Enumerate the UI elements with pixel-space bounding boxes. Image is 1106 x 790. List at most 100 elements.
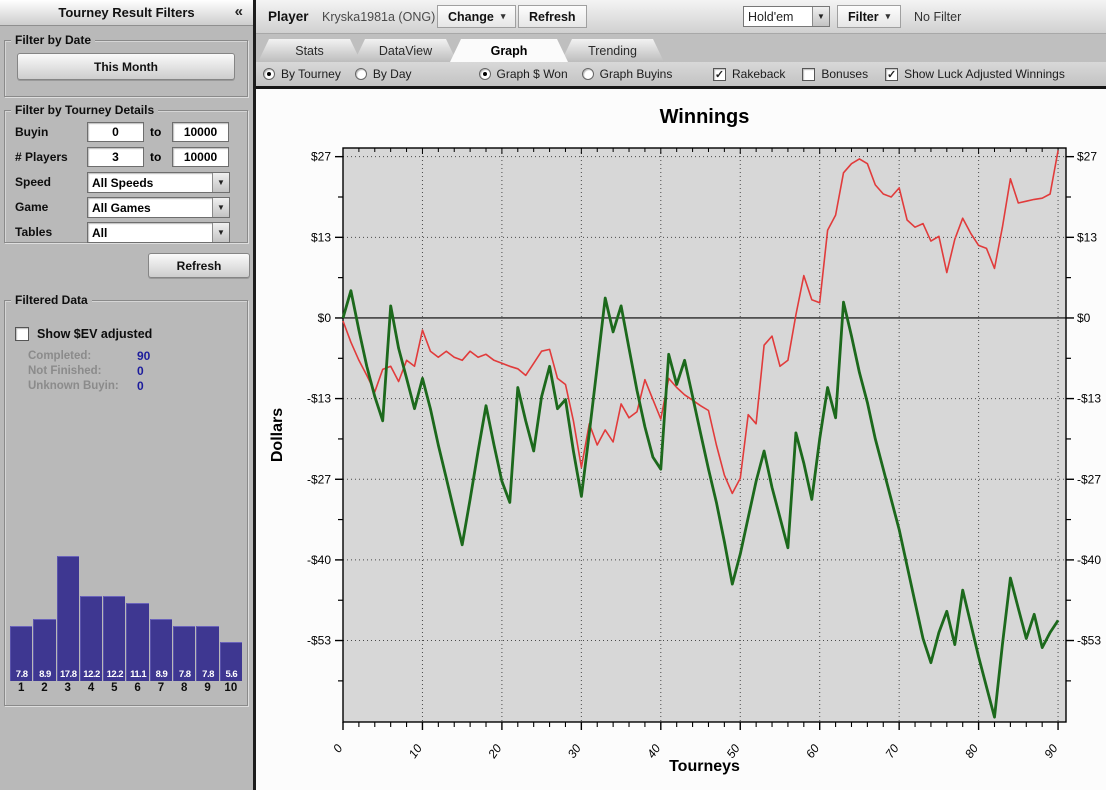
- filter-button[interactable]: Filter ▾: [837, 5, 902, 28]
- checkbox-bonuses[interactable]: Bonuses: [802, 67, 868, 81]
- stats-value: 0: [137, 379, 144, 393]
- checkbox-rakeback[interactable]: ✓ Rakeback: [713, 67, 785, 81]
- histogram-bar-label: 7: [157, 682, 165, 694]
- radio-label: By Day: [372, 67, 412, 81]
- x-tick-label: 50: [724, 741, 743, 760]
- radio-label: By Tourney: [281, 67, 341, 81]
- show-ev-adjusted-label: Show $EV adjusted: [37, 327, 153, 341]
- x-tick-label: 70: [882, 741, 901, 760]
- finish-position-histogram: 7.8 8.9 17.8 12.2 12.2 11.1 8.9 7.8 7.8 5.6 1 2 3 4 5…: [10, 545, 242, 697]
- stats-row: Not Finished: 0: [15, 364, 241, 379]
- filter-by-tourney-details-group: Filter by Tourney Details Buyin to # Pla…: [4, 103, 248, 246]
- histogram-column: 12.2: [103, 551, 126, 681]
- radio-icon[interactable]: [581, 68, 594, 80]
- histogram-bar: 8.9: [149, 618, 173, 681]
- tab-dataview[interactable]: DataView: [354, 39, 457, 62]
- tables-select[interactable]: All ▼: [87, 222, 230, 243]
- tab-bar: Stats DataView Graph Trending: [256, 34, 1106, 62]
- show-ev-adjusted-checkbox[interactable]: [15, 327, 29, 341]
- histogram-bar: 7.8: [10, 626, 33, 681]
- histogram-bar-label: 3: [64, 682, 71, 694]
- graph-options-row: By Tourney By Day Graph $ Won Graph Buyins …: [256, 62, 1106, 89]
- speed-select[interactable]: All Speeds ▼: [87, 172, 230, 193]
- histogram-bar-label: 2: [41, 682, 48, 694]
- tables-select-value: All: [92, 225, 108, 240]
- y-tick-label-right: -$13: [1077, 392, 1101, 406]
- buyin-label: Buyin: [15, 125, 49, 139]
- game-type-select-value: Hold'em: [748, 9, 794, 24]
- sidebar-refresh-button[interactable]: Refresh: [148, 253, 250, 278]
- y-tick-label-right: -$53: [1077, 634, 1101, 648]
- sidebar-title: Tourney Result Filters: [58, 5, 195, 20]
- checkbox-show-luck-adjusted-winnings[interactable]: ✓ Show Luck Adjusted Winnings: [885, 67, 1065, 81]
- radio-graph-won[interactable]: Graph $ Won: [478, 67, 568, 81]
- players-max-input[interactable]: [172, 147, 229, 167]
- sidebar: Tourney Result Filters « Filter by Date …: [0, 0, 453, 790]
- radio-icon[interactable]: [478, 68, 491, 80]
- histogram-bar-label: 9: [204, 682, 211, 694]
- chart-panel: Winnings Dollars Tourneys $27 $27 $13 $13 $0…: [256, 90, 1106, 790]
- y-tick-label: -$13: [307, 392, 331, 406]
- collapse-sidebar-icon[interactable]: «: [234, 3, 243, 20]
- stats-label: Not Finished:: [28, 365, 102, 377]
- this-month-button[interactable]: This Month: [17, 53, 235, 80]
- checkbox-icon[interactable]: ✓: [713, 67, 726, 81]
- checkbox-icon[interactable]: ✓: [885, 67, 899, 81]
- checkbox-label: Show Luck Adjusted Winnings: [904, 67, 1065, 81]
- buyin-row: Buyin to: [11, 121, 241, 146]
- histogram-bar-value: 7.8: [178, 669, 191, 680]
- buyin-max-input[interactable]: [172, 122, 229, 142]
- tables-row: Tables All ▼: [11, 221, 241, 246]
- show-ev-adjusted-row: Show $EV adjusted: [15, 327, 152, 341]
- histogram-bar-label: 6: [134, 682, 141, 694]
- change-player-label: Change: [448, 9, 494, 24]
- histogram-column: 7.8: [173, 551, 196, 681]
- y-tick-label: $0: [318, 311, 332, 325]
- game-select[interactable]: All Games ▼: [87, 197, 230, 218]
- y-tick-label-right: $0: [1077, 311, 1091, 325]
- histogram-bar: 12.2: [103, 595, 126, 681]
- series-winnings: [341, 289, 1060, 719]
- speed-row: Speed All Speeds ▼: [11, 171, 241, 196]
- refresh-button[interactable]: Refresh: [518, 5, 587, 28]
- game-label: Game: [15, 200, 49, 214]
- game-type-select[interactable]: Hold'em ▼: [743, 6, 830, 27]
- radio-by-day[interactable]: By Day: [354, 67, 412, 81]
- checkbox-label: Bonuses: [821, 67, 869, 81]
- stats-row: Completed: 90: [15, 349, 241, 364]
- tab-trending[interactable]: Trending: [561, 39, 664, 62]
- plot-border: [342, 147, 1067, 723]
- histogram-axis-labels: 1 2 3 4 5 6 7 8 9 10: [10, 682, 242, 697]
- x-tick-label: 80: [962, 741, 981, 760]
- chevron-down-icon[interactable]: ▼: [212, 198, 229, 217]
- players-min-input[interactable]: [87, 147, 144, 167]
- buyin-min-input[interactable]: [87, 122, 144, 142]
- chevron-down-icon[interactable]: ▼: [812, 7, 829, 26]
- radio-icon[interactable]: [354, 68, 367, 80]
- tab-graph[interactable]: Graph: [450, 39, 568, 62]
- histogram-column: 17.8: [56, 551, 79, 681]
- radio-icon[interactable]: [263, 68, 275, 80]
- speed-select-value: All Speeds: [92, 175, 154, 190]
- histogram-bar-value: 12.2: [83, 669, 100, 680]
- y-tick-label: $27: [311, 150, 331, 164]
- stats-value: 90: [137, 349, 151, 363]
- checkbox-icon[interactable]: [802, 67, 816, 81]
- series-luck-adjusted-winnings: [342, 150, 1059, 495]
- change-player-button[interactable]: Change ▾: [437, 5, 517, 28]
- x-tick-label: 0: [330, 741, 345, 755]
- histogram-bar: 8.9: [33, 618, 56, 681]
- plot-area: [343, 148, 1066, 722]
- histogram-bar: 5.6: [219, 641, 242, 681]
- chevron-down-icon[interactable]: ▼: [212, 223, 229, 242]
- tab-stats[interactable]: Stats: [258, 39, 361, 62]
- histogram-column: 11.1: [126, 551, 149, 681]
- filtered-data-title: Filtered Data: [11, 293, 92, 307]
- player-label: Player: [268, 9, 309, 24]
- radio-by-tourney[interactable]: By Tourney: [263, 67, 341, 81]
- chevron-down-icon[interactable]: ▼: [212, 173, 229, 192]
- radio-graph-buyins[interactable]: Graph Buyins: [581, 67, 672, 81]
- player-name: Kryska1981a (ONG): [322, 10, 436, 24]
- histogram-bar-label: 10: [224, 682, 238, 694]
